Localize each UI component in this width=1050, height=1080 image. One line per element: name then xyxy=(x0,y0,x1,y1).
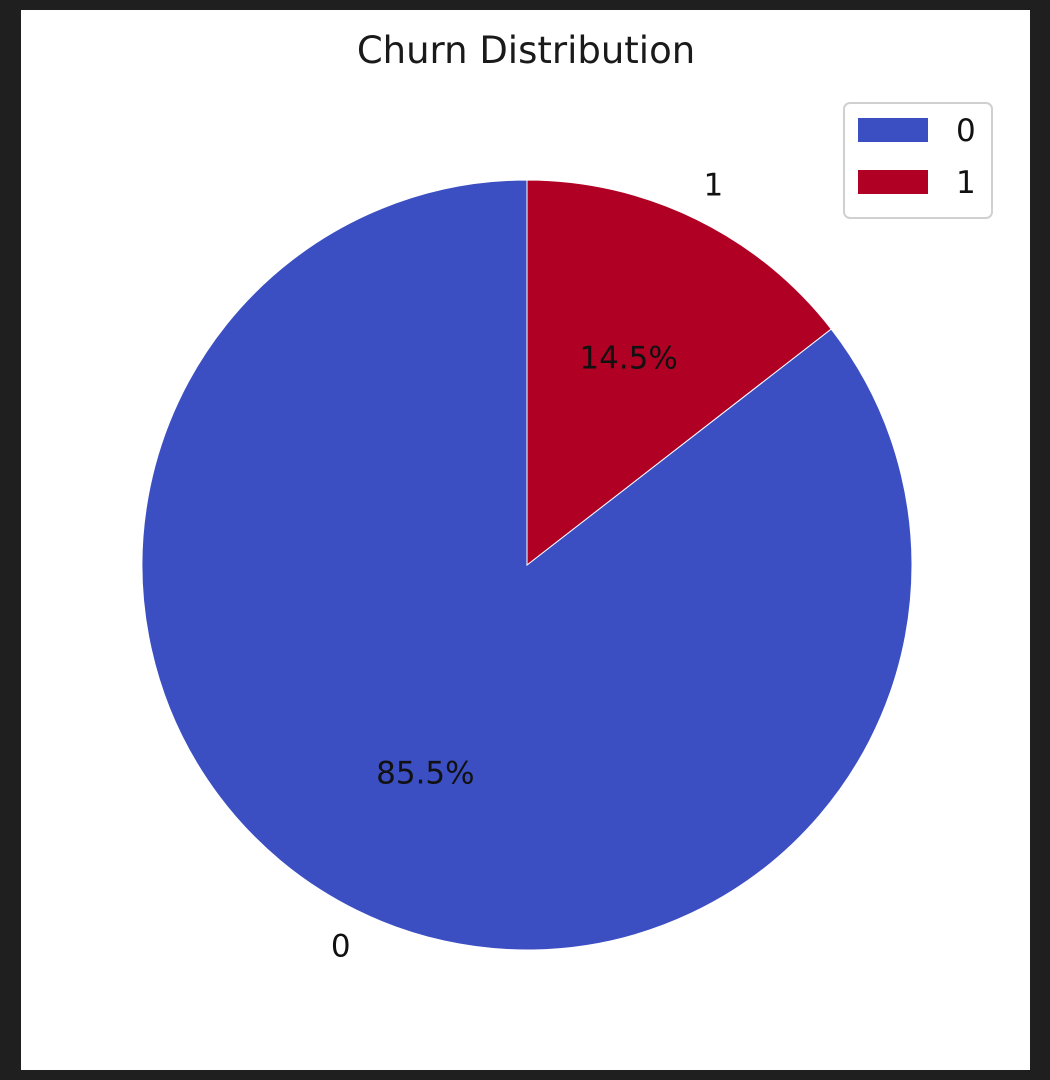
legend-label-0: 0 xyxy=(956,113,976,149)
pie-slices xyxy=(141,179,913,951)
legend-entries: 01 xyxy=(858,113,976,201)
chart-title: Churn Distribution xyxy=(357,29,695,72)
percent-label-0: 85.5% xyxy=(376,755,474,791)
category-label-0: 0 xyxy=(331,928,351,964)
legend-label-1: 1 xyxy=(956,165,976,201)
category-labels: 01 xyxy=(331,168,723,965)
category-label-1: 1 xyxy=(703,168,723,204)
pie-chart: Churn Distribution 85.5%14.5% 01 01 xyxy=(141,29,993,965)
pie-slice-1 xyxy=(526,179,832,567)
percent-labels: 85.5% 14.5% xyxy=(376,341,678,792)
chart-legend: 01 xyxy=(843,102,993,219)
percent-label-1: 14.5% xyxy=(579,341,677,377)
legend-swatch-0 xyxy=(858,118,928,142)
legend-swatch-1 xyxy=(858,170,928,194)
